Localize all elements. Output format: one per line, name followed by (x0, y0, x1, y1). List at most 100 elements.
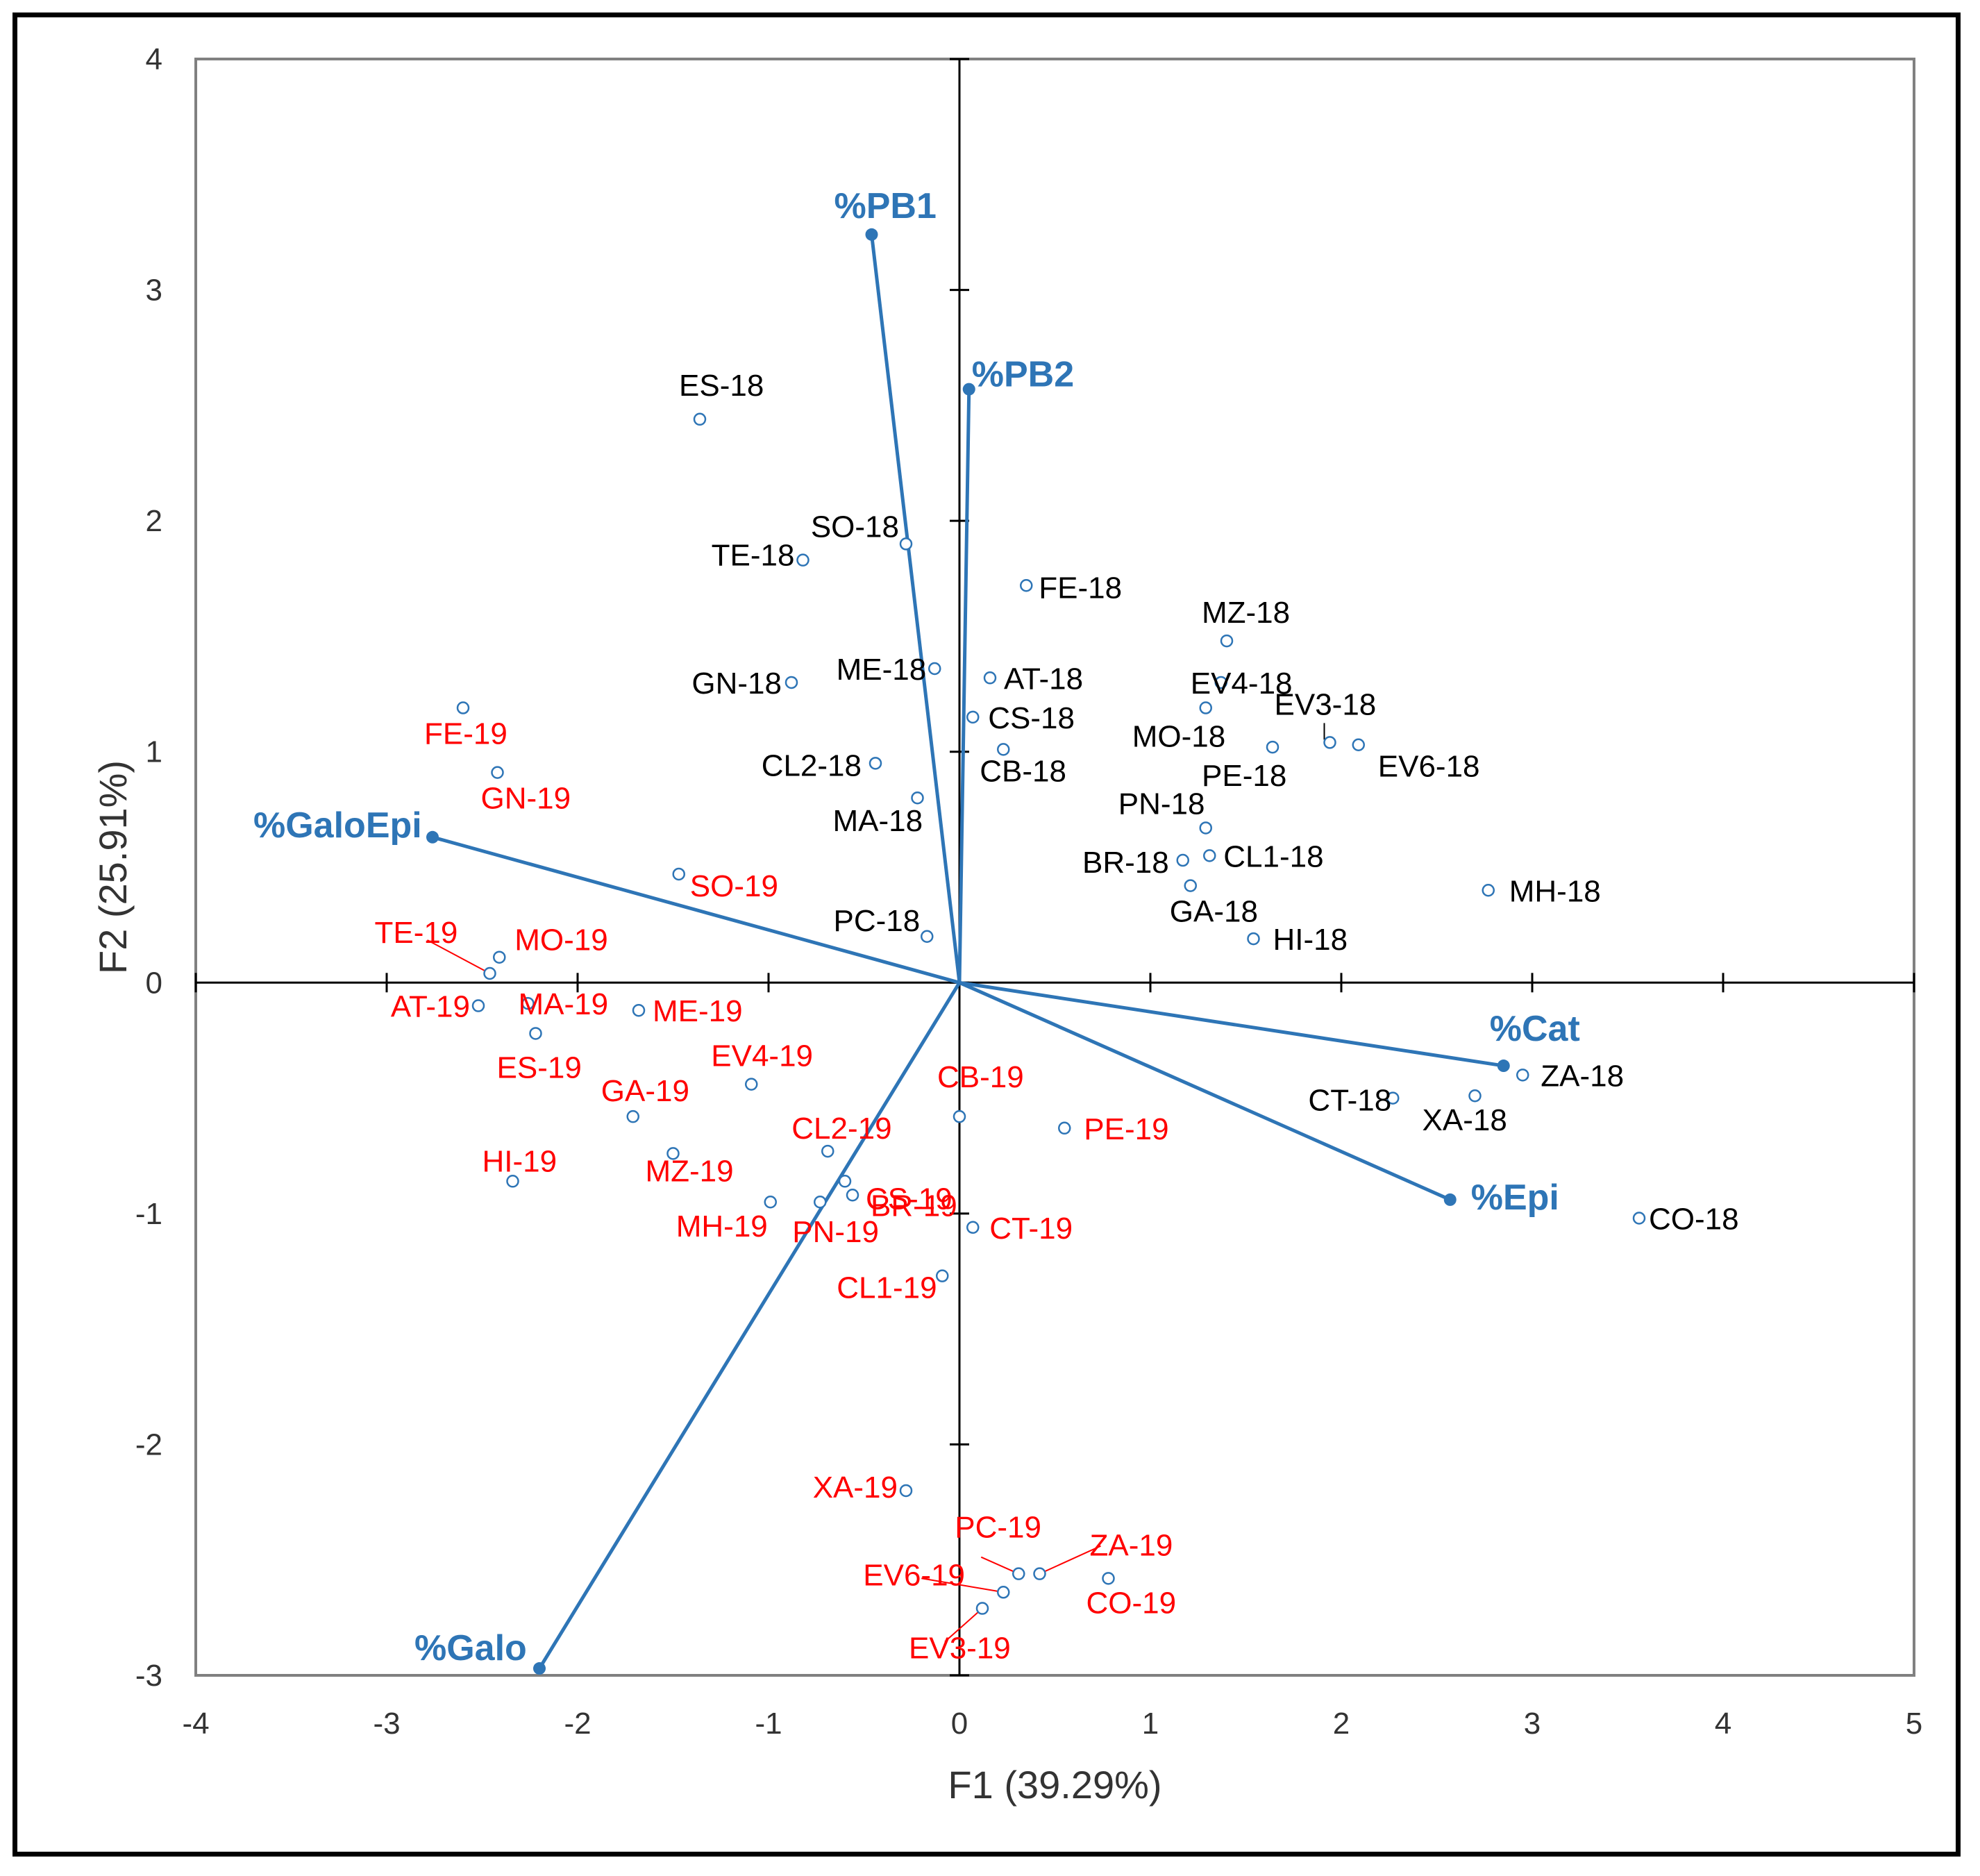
x-tick-label: 2 (1333, 1707, 1350, 1741)
data-point-marker (953, 1109, 966, 1123)
loading-vector-label: %Galo (414, 1628, 527, 1668)
data-point-label: EV4-18 (1191, 667, 1293, 701)
data-point-label: CT-19 (989, 1212, 1073, 1246)
y-tick-label: -2 (135, 1427, 162, 1462)
y-tick-label: -1 (135, 1197, 162, 1231)
data-point-label: MH-19 (676, 1209, 768, 1243)
loading-vector-line (957, 389, 971, 983)
data-point-marker (529, 1027, 542, 1040)
data-point-label: MZ-19 (646, 1154, 734, 1188)
data-point-marker (666, 1147, 680, 1160)
data-point-marker (764, 1195, 777, 1209)
data-point-marker (1020, 579, 1033, 592)
data-point-marker (1220, 634, 1234, 648)
data-point-marker (1102, 1572, 1115, 1585)
data-point-marker (869, 757, 882, 770)
data-point-label: CS-19 (866, 1182, 953, 1216)
data-point-label: TE-19 (375, 916, 458, 950)
x-tick-label: -3 (373, 1707, 400, 1741)
data-point-marker (1012, 1567, 1025, 1580)
data-point-label: MA-18 (833, 804, 923, 838)
data-point-marker (456, 701, 470, 714)
y-tick-label: 4 (146, 42, 162, 76)
loading-vector-endpoint (426, 830, 439, 844)
data-point-marker (936, 1269, 949, 1282)
data-point-label: MO-19 (514, 923, 607, 957)
data-point-label: CB-19 (937, 1060, 1024, 1094)
y-tick-label: 0 (146, 966, 162, 1000)
data-point-label: CS-18 (988, 701, 1075, 735)
data-point-marker (911, 791, 924, 805)
data-point-label: PN-19 (792, 1215, 879, 1249)
data-point-label: AT-18 (1004, 662, 1083, 696)
loading-vector-endpoint (1497, 1060, 1510, 1073)
data-point-label: BR-18 (1082, 846, 1169, 880)
loading-vector-label: %Epi (1471, 1178, 1559, 1218)
data-point-label: CT-18 (1308, 1084, 1391, 1118)
loading-vector-endpoint (962, 383, 975, 396)
data-point-label: MA-19 (519, 987, 609, 1021)
loading-vector-line (432, 835, 960, 985)
data-point-label: FE-18 (1039, 571, 1122, 605)
x-tick-label: 3 (1524, 1707, 1541, 1741)
y-tick-label: 1 (146, 735, 162, 769)
label-leader-lines (427, 723, 1325, 1643)
data-point-marker (1199, 821, 1212, 835)
data-point-marker (796, 553, 809, 567)
x-tick-label: 1 (1142, 1707, 1159, 1741)
data-point-label: ME-18 (837, 653, 927, 687)
loading-vector-label: %PB2 (972, 355, 1074, 395)
loading-vector-line (959, 980, 1504, 1068)
data-point-marker (899, 537, 913, 551)
data-point-marker (1214, 676, 1227, 689)
data-point-label: EV6-18 (1378, 750, 1480, 784)
data-point-label: CB-18 (980, 754, 1066, 788)
data-point-label: PE-18 (1202, 759, 1286, 793)
data-point-marker (1058, 1121, 1071, 1135)
data-point-marker (997, 743, 1010, 756)
figure-frame (12, 12, 1961, 1857)
observation-points: ES-18 SO-18 TE-18 FE-18 MZ-18 GN-18 ME-18 AT-18… (375, 369, 1739, 1666)
data-point-label: PC-18 (834, 904, 921, 938)
data-point-marker (1184, 879, 1197, 892)
data-point-marker (785, 676, 798, 689)
data-point-marker (997, 1586, 1010, 1599)
x-tick-label: 0 (951, 1707, 968, 1741)
y-axis-title: F2 (25.91%) (91, 760, 135, 974)
data-point-marker (506, 1175, 519, 1188)
loading-vector-endpoint (533, 1662, 546, 1675)
data-point-marker (1468, 1089, 1482, 1103)
data-point-marker (1176, 853, 1189, 867)
data-point-marker (1516, 1069, 1529, 1082)
data-point-label: MO-18 (1132, 720, 1225, 754)
data-point-label: CO-19 (1087, 1586, 1177, 1620)
data-point-label: GN-19 (481, 782, 571, 816)
plot-area-border (194, 58, 1915, 1677)
data-point-marker (672, 867, 685, 881)
label-leader-line (921, 1577, 1004, 1593)
label-leader-line (427, 939, 490, 974)
data-point-marker (966, 1221, 980, 1234)
data-point-marker (921, 930, 934, 944)
data-point-marker (975, 1602, 989, 1615)
data-point-marker (814, 1195, 827, 1209)
data-point-label: FE-19 (424, 717, 507, 751)
data-point-marker (491, 766, 504, 779)
data-point-marker (483, 966, 496, 980)
data-point-label: CL1-18 (1223, 839, 1323, 873)
data-point-marker (846, 1189, 859, 1202)
data-point-marker (693, 412, 707, 426)
data-point-label: GA-19 (601, 1074, 689, 1108)
loading-vector-endpoint (865, 228, 878, 241)
data-point-label: SO-19 (690, 869, 778, 903)
data-point-label: XA-18 (1423, 1103, 1507, 1137)
data-point-marker (1203, 849, 1216, 862)
data-point-label: MZ-18 (1202, 596, 1290, 630)
data-point-label: PE-19 (1084, 1112, 1168, 1146)
data-point-label: CL2-19 (791, 1112, 891, 1146)
data-point-marker (1386, 1091, 1400, 1105)
data-point-label: ME-19 (653, 994, 743, 1028)
data-point-marker (1482, 884, 1495, 897)
loading-vectors: %PB1 %PB2 %GaloEpi %Cat %Epi %Galo (253, 186, 1580, 1675)
data-point-label: CL2-18 (762, 748, 862, 782)
